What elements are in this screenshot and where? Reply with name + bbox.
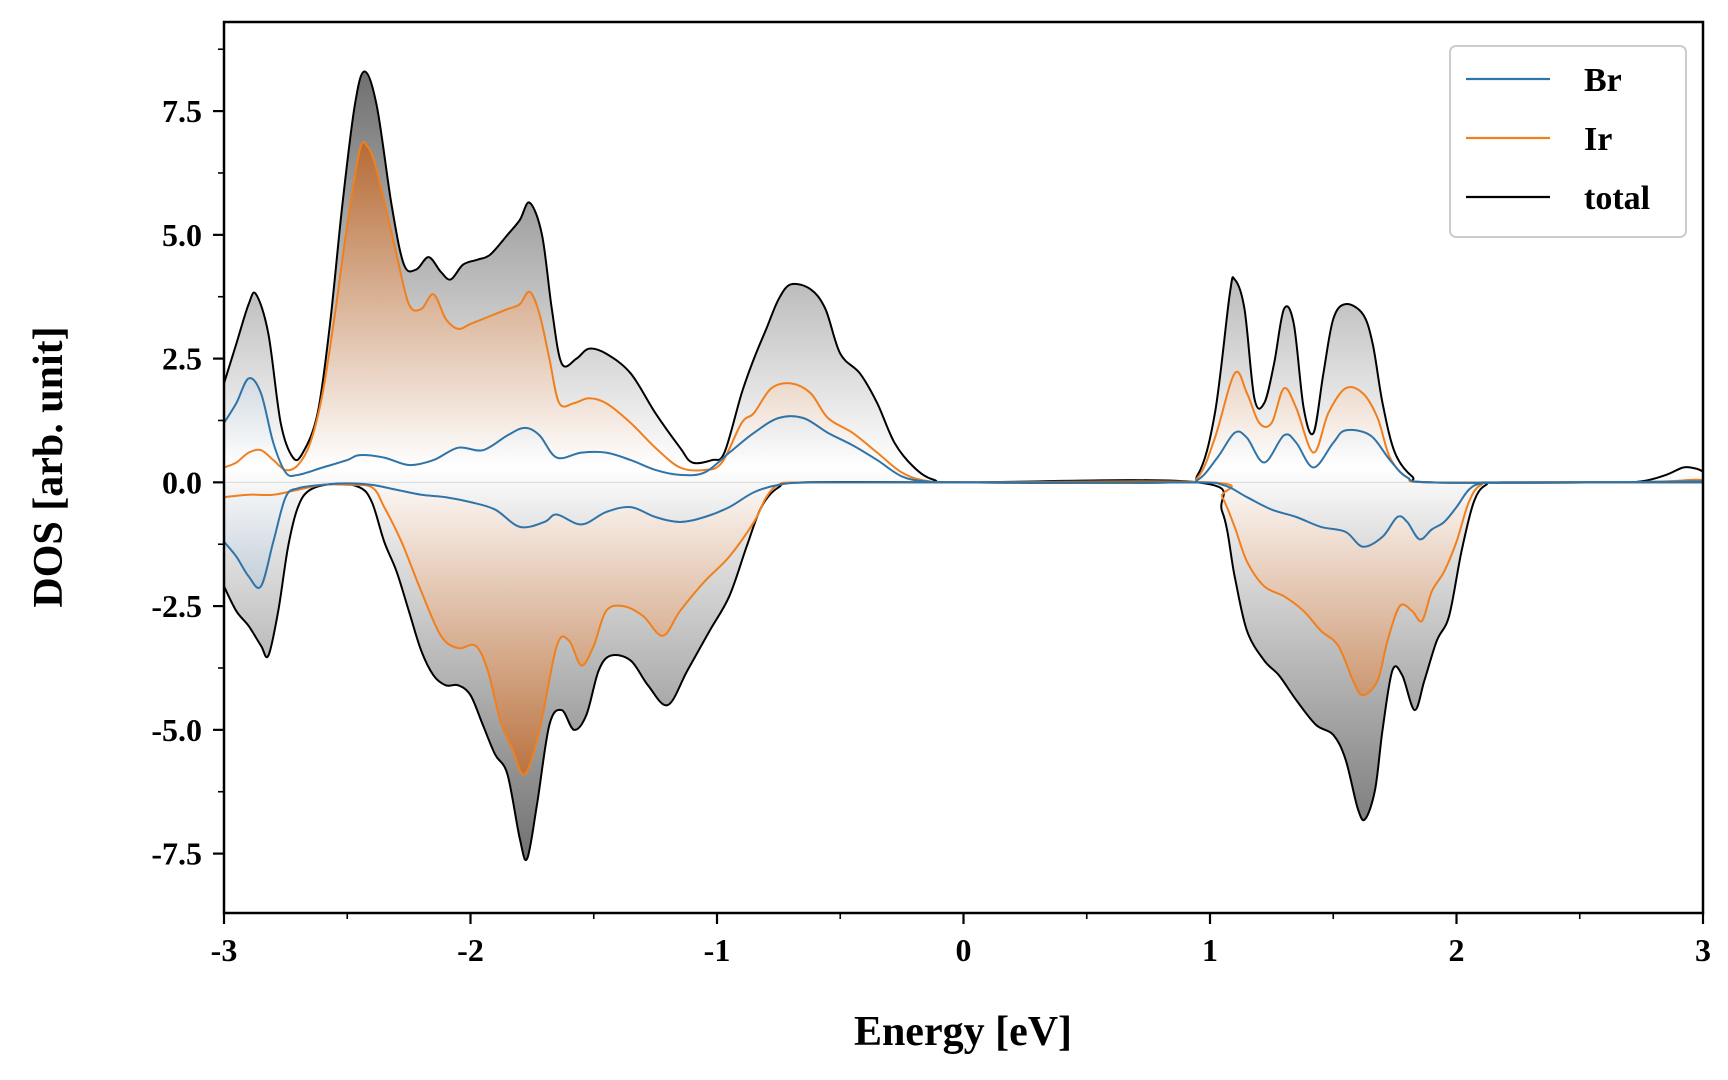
y-tick-label: 2.5 <box>162 341 202 377</box>
y-tick-label: -5.0 <box>151 712 202 748</box>
y-tick-label: 5.0 <box>162 217 202 253</box>
ir-spin-down-fill <box>224 481 1703 775</box>
area-fills <box>224 71 1703 861</box>
x-tick-label: 3 <box>1695 932 1711 968</box>
y-axis-label: DOS [arb. unit] <box>26 326 72 607</box>
y-tick-label: -7.5 <box>151 836 202 872</box>
legend-label-ir: Ir <box>1584 121 1612 158</box>
x-tick-label: -3 <box>211 932 238 968</box>
br-spin-up-line <box>224 377 1703 484</box>
total-spin-up-fill <box>224 71 1703 484</box>
x-axis-label: Energy [eV] <box>854 1009 1072 1055</box>
series-lines <box>224 70 1703 861</box>
legend: Br Ir total <box>1449 45 1687 238</box>
total-spin-up-line <box>224 70 1703 485</box>
ir-spin-up-fill <box>224 142 1703 483</box>
legend-label-br: Br <box>1584 62 1622 99</box>
total-spin-down-line <box>224 479 1703 861</box>
y-tick-label: -2.5 <box>151 588 202 624</box>
x-tick-label: -2 <box>457 932 484 968</box>
ir-spin-up-line <box>224 141 1703 484</box>
x-tick-label: 1 <box>1202 932 1218 968</box>
br-spin-up-fill <box>224 378 1703 483</box>
x-tick-label: 2 <box>1449 932 1465 968</box>
x-tick-label: -1 <box>704 932 731 968</box>
y-tick-label: 0.0 <box>162 464 202 500</box>
ir-spin-down-line <box>224 480 1703 776</box>
br-spin-down-fill <box>224 482 1703 588</box>
legend-label-total: total <box>1584 180 1650 217</box>
x-tick-label: 0 <box>956 932 972 968</box>
y-tick-label: 7.5 <box>162 93 202 129</box>
legend-box <box>1449 45 1687 238</box>
br-spin-down-line <box>224 481 1703 589</box>
axes: -3 -2 -1 0 1 2 3 -7.5 -5.0 -2.5 0.0 2.5 5.0 7.5 <box>151 48 1711 968</box>
